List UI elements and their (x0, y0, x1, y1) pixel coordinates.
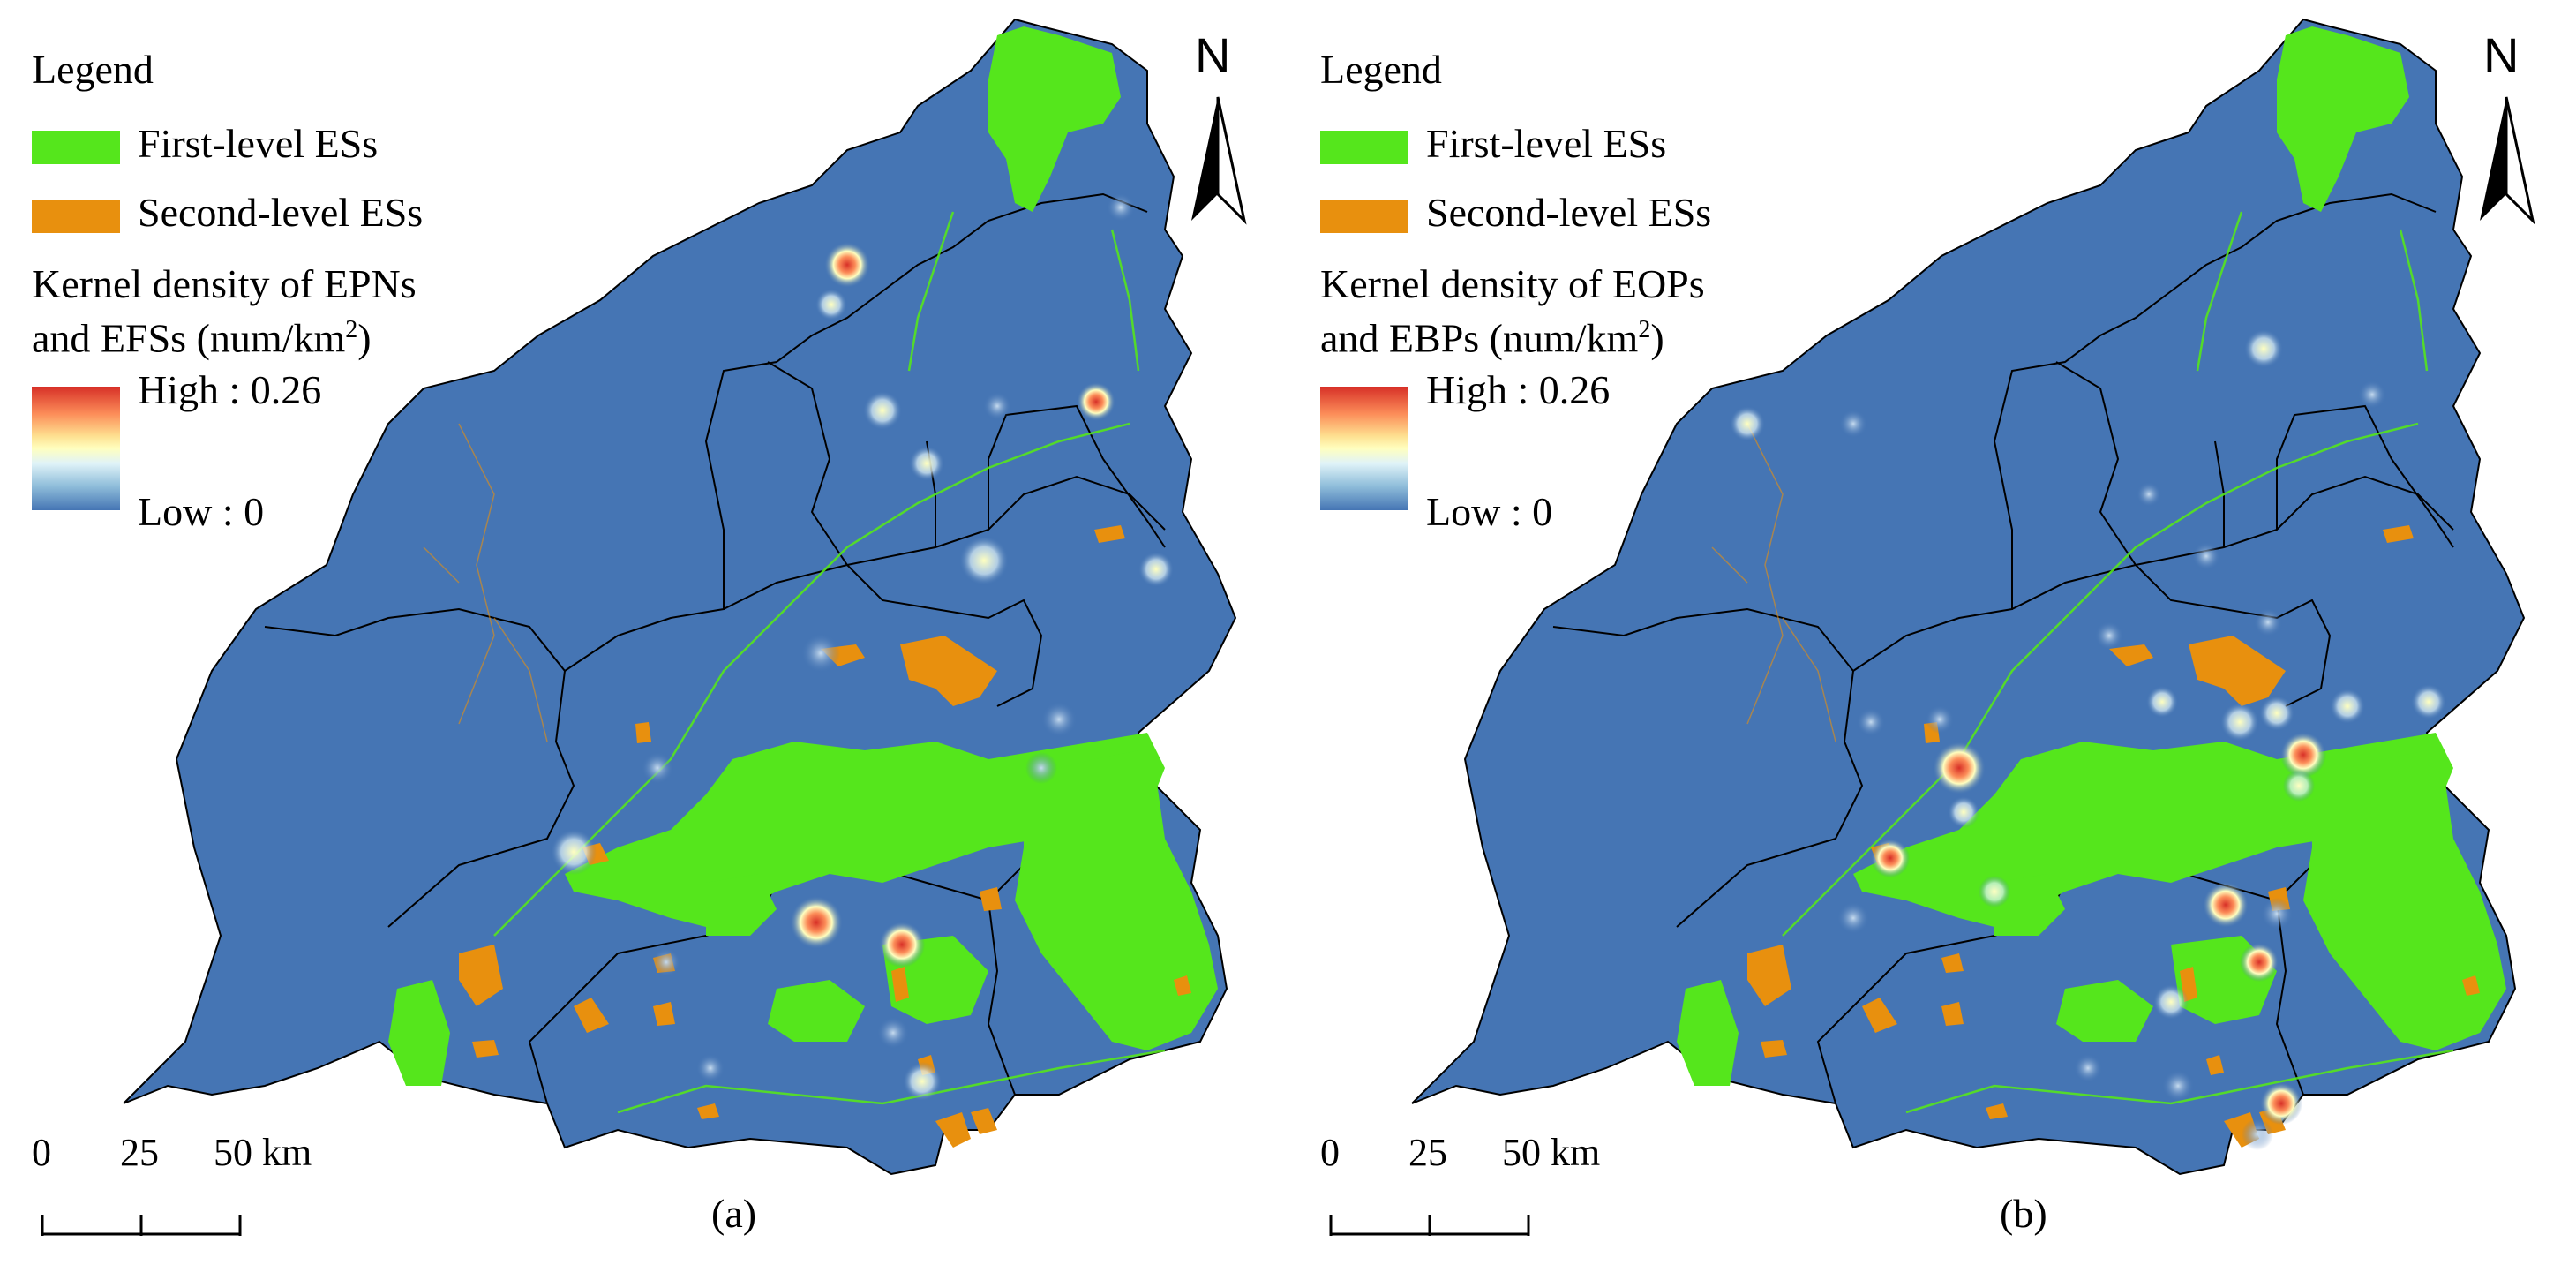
density-color-ramp (1320, 387, 1408, 510)
river-network (493, 211, 1166, 1114)
second-level-es-areas (1747, 525, 2480, 1148)
study-region (123, 18, 1237, 1176)
kd-title-line2-text: and EBPs (num/km (1320, 315, 1639, 361)
kd-title-line1: Kernel density of EOPs (1320, 261, 1705, 306)
scale-bar-lines (41, 1215, 242, 1236)
kd-title-line1: Kernel density of EPNs (32, 261, 417, 306)
legend-title: Legend (32, 47, 154, 92)
first-level-label: First-level ESs (1426, 121, 1667, 166)
first-level-label: First-level ESs (138, 121, 379, 166)
kd-high-label: High : 0.26 (1426, 367, 1611, 412)
kd-title-line2: and EBPs (num/km2) (1320, 307, 1664, 361)
first-level-es-areas (388, 26, 1218, 1086)
legend-title: Legend (1320, 47, 1442, 92)
density-hotspots (1730, 329, 2446, 1150)
river-network (1782, 211, 2454, 1114)
kd-low-label: Low : 0 (1426, 489, 1553, 534)
scale-label-25: 25 (1408, 1131, 1447, 1174)
kd-title-sup: 2 (1638, 316, 1651, 343)
first-level-swatch (1320, 131, 1408, 164)
study-region (1411, 18, 2526, 1176)
north-arrow-shape (2480, 96, 2535, 225)
panel-caption-b: (b) (2000, 1191, 2047, 1236)
kd-low-label: Low : 0 (138, 489, 265, 534)
scale-label-25: 25 (120, 1131, 159, 1174)
kd-title-sup: 2 (345, 316, 358, 343)
kd-title-end: ) (1650, 315, 1664, 361)
map-panel-a: Legend First-level ESs Second-level ESs … (32, 18, 1247, 1236)
second-level-swatch (32, 200, 120, 233)
panel-caption-a: (a) (711, 1191, 757, 1236)
first-level-swatch (32, 131, 120, 164)
scale-bar-lines (1329, 1215, 1530, 1236)
scale-label-0: 0 (32, 1131, 51, 1174)
second-level-label: Second-level ESs (1426, 190, 1712, 235)
scale-label-0: 0 (1320, 1131, 1340, 1174)
density-color-ramp (32, 387, 120, 510)
minor-streams (423, 423, 548, 742)
scale-label-50: 50 km (214, 1131, 312, 1174)
kd-high-label: High : 0.26 (138, 367, 322, 412)
map-b-svg (1329, 18, 2535, 1236)
north-label: N (1195, 27, 1231, 83)
kd-title-end: ) (357, 315, 372, 361)
density-hotspots (551, 193, 1174, 1101)
map-a-svg (41, 18, 1247, 1236)
minor-streams (1711, 423, 1836, 742)
kd-title-line2-text: and EFSs (num/km (32, 315, 346, 361)
second-level-label: Second-level ESs (138, 190, 424, 235)
scale-label-50: 50 km (1502, 1131, 1601, 1174)
kd-title-line2: and EFSs (num/km2) (32, 307, 372, 361)
map-panel-b: Legend First-level ESs Second-level ESs … (1288, 0, 2576, 1265)
north-label: N (2483, 27, 2520, 83)
north-arrow-shape (1191, 96, 1247, 225)
second-level-swatch (1320, 200, 1408, 233)
